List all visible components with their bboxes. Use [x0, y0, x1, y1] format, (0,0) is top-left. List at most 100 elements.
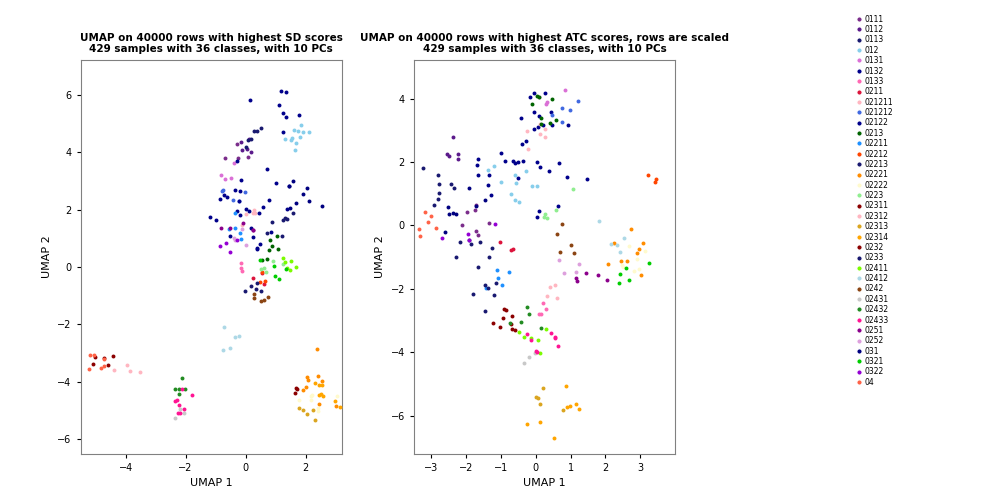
Point: [440, 203, 457, 211]
Point: [626, 267, 642, 275]
Point: [470, 230, 486, 238]
Point: [251, 209, 267, 217]
Point: [229, 157, 245, 165]
Point: [301, 128, 318, 136]
Point: [546, 334, 562, 342]
Point: [278, 88, 294, 96]
Point: [523, 336, 539, 344]
Point: [243, 135, 259, 143]
Point: [240, 153, 256, 161]
Point: [484, 244, 500, 252]
Point: [249, 245, 265, 253]
Point: [261, 246, 277, 254]
Point: [239, 145, 255, 153]
Point: [208, 216, 224, 224]
Point: [311, 382, 328, 390]
Point: [238, 241, 254, 249]
Point: [268, 178, 284, 186]
Point: [264, 241, 280, 249]
Point: [234, 267, 250, 275]
Point: [264, 218, 280, 226]
Point: [516, 333, 532, 341]
Point: [411, 232, 427, 240]
Point: [559, 120, 576, 129]
Point: [332, 403, 348, 411]
Point: [446, 184, 462, 192]
Point: [459, 208, 475, 216]
Point: [310, 391, 327, 399]
Point: [621, 241, 637, 249]
Point: [590, 271, 606, 279]
Point: [433, 233, 450, 241]
Point: [215, 185, 231, 194]
Point: [526, 125, 542, 133]
Point: [291, 404, 307, 412]
Point: [538, 305, 554, 313]
Point: [279, 215, 295, 223]
Point: [527, 347, 543, 355]
Point: [537, 325, 553, 333]
Point: [569, 268, 585, 276]
Point: [503, 321, 519, 329]
Point: [637, 247, 653, 255]
Point: [229, 236, 245, 244]
Point: [554, 118, 571, 126]
Point: [295, 386, 311, 394]
Point: [448, 253, 464, 261]
Point: [222, 224, 238, 232]
Point: [532, 418, 548, 426]
Point: [535, 299, 551, 307]
Point: [234, 146, 250, 154]
Point: [288, 139, 304, 147]
Point: [309, 404, 326, 412]
Point: [614, 261, 630, 269]
Point: [86, 351, 102, 359]
Point: [233, 264, 249, 272]
Point: [212, 242, 228, 250]
Point: [498, 305, 514, 313]
Point: [259, 255, 275, 263]
Point: [492, 237, 508, 245]
Point: [270, 245, 286, 253]
Point: [291, 111, 307, 119]
Point: [302, 396, 319, 404]
Point: [83, 351, 99, 359]
Point: [471, 170, 487, 178]
Point: [468, 206, 484, 214]
Point: [482, 171, 498, 179]
Point: [537, 210, 553, 218]
Point: [548, 206, 564, 214]
Point: [267, 272, 283, 280]
Point: [222, 232, 238, 240]
Point: [240, 136, 256, 144]
Point: [314, 392, 331, 400]
Point: [501, 268, 517, 276]
Point: [565, 185, 582, 193]
Point: [527, 393, 543, 401]
Point: [533, 324, 549, 332]
Point: [96, 354, 112, 362]
Point: [613, 257, 629, 265]
Point: [425, 201, 442, 209]
Point: [230, 154, 246, 162]
Point: [555, 406, 572, 414]
Point: [422, 212, 438, 220]
Point: [229, 140, 245, 148]
Point: [554, 220, 571, 228]
Point: [526, 349, 542, 357]
Point: [535, 384, 551, 392]
Point: [550, 159, 566, 167]
Point: [442, 152, 458, 160]
Point: [488, 279, 504, 287]
Point: [572, 260, 588, 268]
Point: [223, 174, 239, 182]
Point: [461, 230, 477, 238]
Point: [235, 219, 251, 227]
Point: [463, 239, 479, 247]
Point: [570, 277, 586, 285]
Point: [532, 162, 548, 170]
Title: UMAP on 40000 rows with highest ATC scores, rows are scaled
429 samples with 36 : UMAP on 40000 rows with highest ATC scor…: [360, 33, 729, 54]
Point: [259, 229, 275, 237]
Point: [547, 281, 563, 289]
Point: [514, 140, 530, 148]
